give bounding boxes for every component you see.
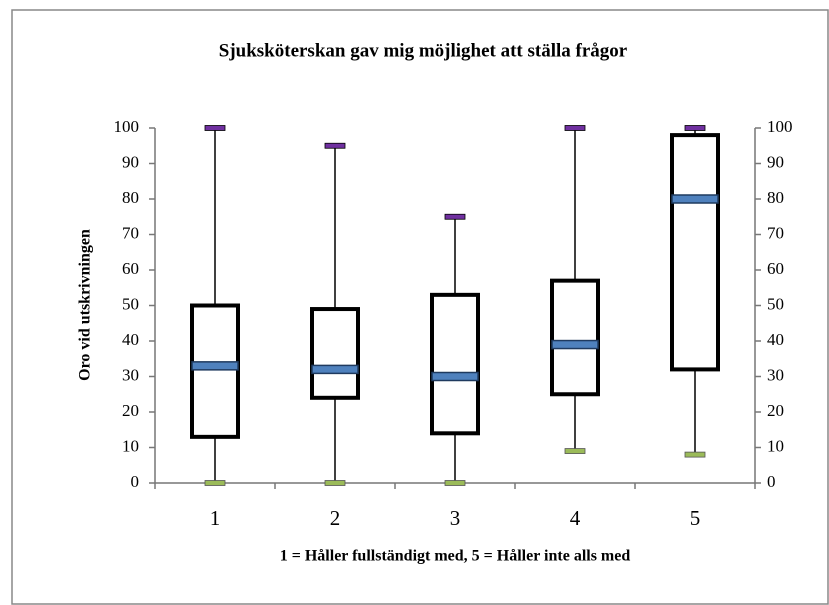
y-tick-label: 70 [122, 223, 139, 242]
x-tick-label: 2 [330, 506, 341, 530]
y2-tick-label: 70 [767, 223, 784, 242]
max-cap [324, 142, 346, 149]
y2-tick-label: 40 [767, 330, 784, 349]
y2-tick-label: 50 [767, 294, 784, 313]
box [550, 278, 600, 397]
min-cap [204, 480, 226, 486]
y2-tick-label: 60 [767, 259, 784, 278]
y-tick-label: 80 [122, 188, 139, 207]
chart-title: Sjuksköterskan gav mig möjlighet att stä… [219, 40, 628, 61]
x-tick-label: 1 [210, 506, 221, 530]
y-tick-label: 0 [131, 472, 140, 491]
y2-tick-label: 10 [767, 436, 784, 455]
x-tick-label: 4 [570, 506, 581, 530]
box [310, 307, 360, 400]
y-tick-label: 60 [122, 259, 139, 278]
median [431, 371, 479, 382]
box [430, 292, 480, 436]
x-tick-label: 5 [690, 506, 701, 530]
y2-tick-label: 80 [767, 188, 784, 207]
min-cap [324, 480, 346, 486]
y2-tick-label: 20 [767, 401, 784, 420]
box [670, 133, 720, 372]
max-cap [684, 125, 706, 131]
y2-tick-label: 90 [767, 152, 784, 171]
y-tick-label: 30 [122, 365, 139, 384]
y-tick-label: 50 [122, 294, 139, 313]
median [311, 364, 359, 375]
y-axis-label: Oro vid utskrivningen [77, 229, 94, 381]
y2-tick-label: 30 [767, 365, 784, 384]
min-cap [684, 451, 706, 458]
y2-tick-label: 100 [767, 117, 793, 136]
min-cap [564, 448, 586, 454]
median [671, 194, 719, 204]
x-tick-label: 3 [450, 506, 461, 530]
y2-tick-label: 0 [767, 472, 776, 491]
box [190, 303, 240, 439]
median [551, 339, 599, 350]
max-cap [444, 213, 466, 220]
y-tick-label: 100 [114, 117, 140, 136]
y-tick-label: 90 [122, 152, 139, 171]
y-tick-label: 40 [122, 330, 139, 349]
min-cap [444, 480, 466, 486]
y-tick-label: 10 [122, 436, 139, 455]
y-tick-label: 20 [122, 401, 139, 420]
median [191, 361, 239, 371]
x-axis-label: 1 = Håller fullständigt med, 5 = Håller … [280, 548, 631, 565]
max-cap [204, 125, 226, 131]
max-cap [564, 125, 586, 131]
chart-frame [11, 9, 829, 605]
